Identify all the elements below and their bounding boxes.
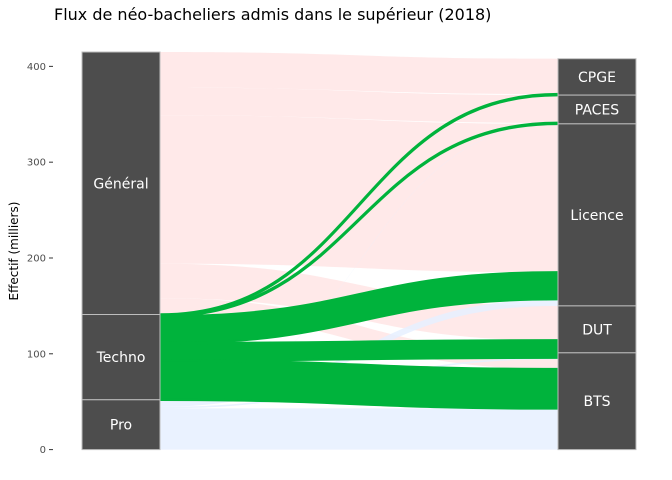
y-axis: 0 100 200 300 400 [27,62,53,456]
chart-title: Flux de néo-bacheliers admis dans le sup… [54,5,491,24]
flow-pro-to-paces [160,123,558,401]
flow-gnral-to-paces [160,87,558,123]
flow-pro-to-bts [160,408,558,450]
stratum-label-bts: BTS [583,394,610,410]
flow-techno-to-dut [158,339,560,362]
stratum-cpge [557,58,637,96]
y-axis-label: Effectif (milliers) [7,202,21,301]
y-tick-label: 0 [40,445,46,456]
y-tick-label: 400 [27,62,46,73]
stratum-label-techno: Techno [96,350,146,366]
strata-layer: Général Techno Pro CPGE PACES Licence DUT BTS [81,51,637,451]
stratum-general [81,51,161,316]
stratum-label-pro: Pro [110,418,132,434]
stratum-label-licence: Licence [570,208,623,224]
stratum-licence [557,123,637,307]
y-tick-label: 200 [27,253,46,264]
y-tick-label: 100 [27,349,46,360]
y-tick-label: 300 [27,158,46,169]
stratum-label-dut: DUT [582,322,612,338]
stratum-label-paces: PACES [575,102,619,118]
stratum-paces [557,94,637,125]
flow-gnral-to-licence [160,115,558,273]
stratum-label-cpge: CPGE [578,70,616,86]
stratum-bts [557,352,637,451]
stratum-pro [81,399,161,451]
flow-techno-to-bts [158,359,560,410]
flow-gnral-to-cpge [160,52,558,95]
flows-layer [158,52,560,450]
stratum-label-general: Général [93,176,148,192]
